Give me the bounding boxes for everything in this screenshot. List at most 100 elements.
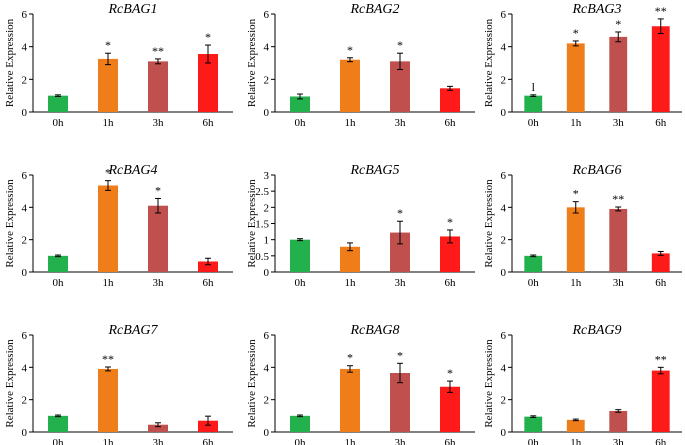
significance-label: ** [612, 192, 624, 206]
y-tick-label: 4 [501, 362, 507, 374]
bar-6h [440, 236, 460, 272]
y-tick-label: 4 [22, 42, 28, 54]
bar-6h [651, 370, 670, 432]
y-axis-label: Relative Expression [483, 179, 495, 268]
bar-0h [290, 96, 310, 112]
bar-1h [566, 43, 585, 112]
x-tick-label: 1h [570, 437, 582, 445]
x-tick-label: 6h [203, 277, 215, 289]
significance-label: * [347, 351, 353, 365]
bar-6h [198, 54, 218, 112]
y-tick-label: 4 [22, 362, 28, 374]
y-axis-label: Relative Expression [246, 179, 258, 268]
x-tick-label: 0h [528, 117, 540, 129]
y-tick-label: 6 [501, 330, 507, 342]
bar-1h [340, 368, 360, 432]
chart-title: RcBAG1 [108, 2, 158, 17]
x-tick-label: 0h [528, 437, 540, 445]
significance-label: * [573, 187, 579, 201]
y-tick-label: 0 [501, 267, 507, 279]
y-axis-label: Relative Expression [4, 179, 16, 268]
y-tick-label: 0 [264, 267, 270, 279]
significance-label: * [155, 183, 161, 197]
bar-3h [390, 61, 410, 112]
significance-label: * [573, 26, 579, 40]
significance-label: l [532, 80, 536, 94]
y-tick-label: 6 [501, 9, 507, 21]
significance-label: * [205, 30, 211, 44]
bar-0h [48, 95, 68, 112]
x-tick-label: 6h [445, 437, 457, 445]
x-tick-label: 3h [613, 277, 625, 289]
x-tick-label: 0h [53, 277, 65, 289]
x-tick-label: 3h [613, 117, 625, 129]
y-tick-label: 0 [22, 427, 28, 439]
y-tick-label: 2 [22, 74, 28, 86]
x-tick-label: 0h [295, 277, 307, 289]
significance-label: * [615, 17, 621, 31]
significance-label: * [105, 38, 111, 52]
significance-label: ** [152, 44, 164, 58]
significance-label: * [105, 166, 111, 180]
bar-3h [148, 61, 168, 112]
bar-3h [390, 372, 410, 432]
x-tick-label: 6h [203, 437, 215, 445]
bar-3h [609, 410, 628, 432]
x-tick-label: 1h [570, 117, 582, 129]
bar-0h [290, 415, 310, 432]
chart-panel-2: RcBAG2 Relative Expression 0 2 4 6 0h * 1h * 3h 6h [246, 2, 475, 129]
x-tick-label: 3h [153, 117, 165, 129]
bar-6h [440, 386, 460, 432]
x-tick-label: 1h [103, 117, 115, 129]
y-tick-label: 4 [264, 42, 270, 54]
x-tick-label: 3h [153, 437, 165, 445]
x-tick-label: 1h [103, 437, 115, 445]
significance-label: * [397, 38, 403, 52]
y-axis-label: Relative Expression [4, 18, 16, 107]
y-tick-label: 1.5 [255, 219, 269, 231]
significance-label: * [397, 348, 403, 362]
y-tick-label: 2.5 [255, 186, 269, 198]
y-tick-label: 6 [22, 170, 28, 182]
chart-title: RcBAG9 [572, 323, 622, 338]
y-tick-label: 3 [264, 170, 270, 182]
x-tick-label: 1h [103, 277, 115, 289]
chart-title: RcBAG7 [108, 323, 159, 338]
bar-3h [609, 36, 628, 112]
y-tick-label: 2 [264, 202, 270, 214]
chart-title: RcBAG3 [572, 2, 622, 17]
y-axis-label: Relative Expression [246, 339, 258, 428]
significance-label: * [397, 206, 403, 220]
chart-panel-3: RcBAG3 Relative Expression 0 2 4 6 l 0h * 1h * 3h **… [483, 2, 682, 129]
bar-1h [566, 419, 585, 432]
significance-label: * [447, 366, 453, 380]
bar-0h [290, 239, 310, 272]
bar-1h [98, 58, 118, 112]
bar-0h [48, 255, 68, 272]
bar-3h [390, 232, 410, 272]
chart-panel-1: RcBAG1 Relative Expression 0 2 4 6 0h * 1h ** 3h * 6… [4, 2, 233, 129]
x-tick-label: 3h [153, 277, 165, 289]
y-tick-label: 2 [22, 395, 28, 407]
bar-1h [566, 207, 585, 272]
x-tick-label: 3h [613, 437, 625, 445]
y-tick-label: 0 [264, 107, 270, 119]
y-tick-label: 0 [264, 427, 270, 439]
chart-title: RcBAG2 [350, 2, 400, 17]
y-axis-label: Relative Expression [483, 18, 495, 107]
chart-panel-6: RcBAG6 Relative Expression 0 2 4 6 0h * 1h ** 3h 6h [483, 163, 682, 289]
x-tick-label: 6h [655, 437, 667, 445]
bar-3h [148, 205, 168, 272]
chart-title: RcBAG5 [350, 163, 400, 178]
bar-6h [440, 88, 460, 112]
y-tick-label: 1 [264, 235, 270, 247]
y-tick-label: 4 [22, 202, 28, 214]
x-tick-label: 3h [395, 277, 407, 289]
significance-label: ** [102, 352, 114, 366]
bar-6h [651, 26, 670, 112]
bar-0h [524, 255, 543, 272]
x-tick-label: 0h [295, 117, 307, 129]
y-tick-label: 2 [501, 235, 507, 247]
y-tick-label: 0 [22, 267, 28, 279]
